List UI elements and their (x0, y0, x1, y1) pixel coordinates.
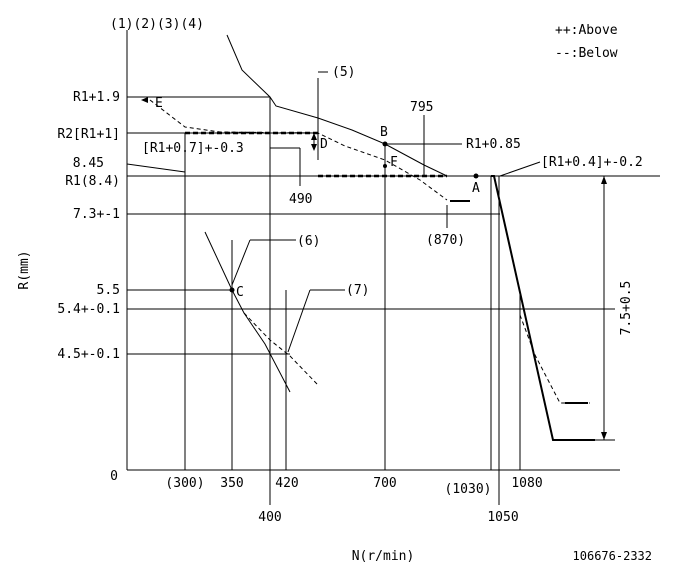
point-f-label: F (390, 155, 398, 170)
tick-5-4: 5.4+-0.1 (57, 302, 120, 317)
tick-8-45: 8.45 (73, 156, 104, 171)
dim-arrow-top (601, 176, 607, 184)
annotation-r1-085: R1+0.85 (466, 137, 521, 152)
curve-6 (204, 231, 291, 393)
annotation-870: (870) (426, 233, 465, 248)
point-c-label: C (236, 285, 244, 300)
point-a-label: A (472, 181, 480, 196)
e-arrow (141, 97, 148, 103)
legend-below: --:Below (555, 46, 618, 61)
y-axis-label: R(mm) (17, 250, 32, 289)
point-a-marker (473, 173, 479, 179)
tick-4-5: 4.5+-0.1 (57, 347, 120, 362)
x-tick-1080: 1080 (511, 476, 542, 491)
tick-r1: R1(8.4) (65, 174, 120, 189)
annotation-5: (5) (332, 65, 355, 80)
curve-7 (243, 312, 319, 386)
origin-label: 0 (110, 469, 118, 484)
x-tick-700: 700 (373, 476, 396, 491)
annotation-r1-07: [R1+0.7]+-0.3 (142, 141, 244, 156)
annotation-7: (7) (346, 283, 369, 298)
leader-r1-04 (499, 161, 541, 177)
point-b-label: B (380, 125, 388, 140)
items-label: (1)(2)(3)(4) (110, 17, 204, 32)
leader-6 (231, 239, 251, 286)
point-f-marker (383, 164, 387, 168)
point-e-label: E (155, 96, 163, 111)
x-tick-350: 350 (220, 476, 243, 491)
x-axis-label: N(r/min) (352, 549, 415, 564)
below-cutoff-curve (519, 314, 590, 404)
x-tick-300: (300) (165, 476, 204, 491)
d-arrow-up (311, 133, 317, 140)
x-tick-1030: (1030) (445, 482, 492, 497)
point-c-marker (229, 287, 235, 293)
annotation-795: 795 (410, 100, 433, 115)
x-tick-1050: 1050 (487, 510, 518, 525)
annotation-r1-04: [R1+0.4]+-0.2 (541, 155, 643, 170)
main-curve (226, 34, 491, 177)
footer-code: 106676-2332 (573, 549, 652, 563)
x-tick-420: 420 (275, 476, 298, 491)
cutoff-curve (491, 175, 595, 441)
x-tick-400: 400 (258, 510, 281, 525)
tick-r2: R2[R1+1] (57, 127, 120, 142)
ref-line-8-45 (126, 163, 186, 173)
d-arrow-down (311, 144, 317, 151)
dim-arrow-bottom (601, 432, 607, 440)
point-d-label: D (320, 137, 328, 152)
legend-above: ++:Above (555, 23, 618, 38)
tick-5-5: 5.5 (97, 283, 120, 298)
tick-7-3: 7.3+-1 (73, 207, 120, 222)
annotation-6: (6) (297, 234, 320, 249)
tick-r1-1-9: R1+1.9 (73, 90, 120, 105)
leader-7 (287, 289, 311, 353)
annotation-490: 490 (289, 192, 312, 207)
annotation-dim-7-5: 7.5+0.5 (619, 281, 634, 336)
